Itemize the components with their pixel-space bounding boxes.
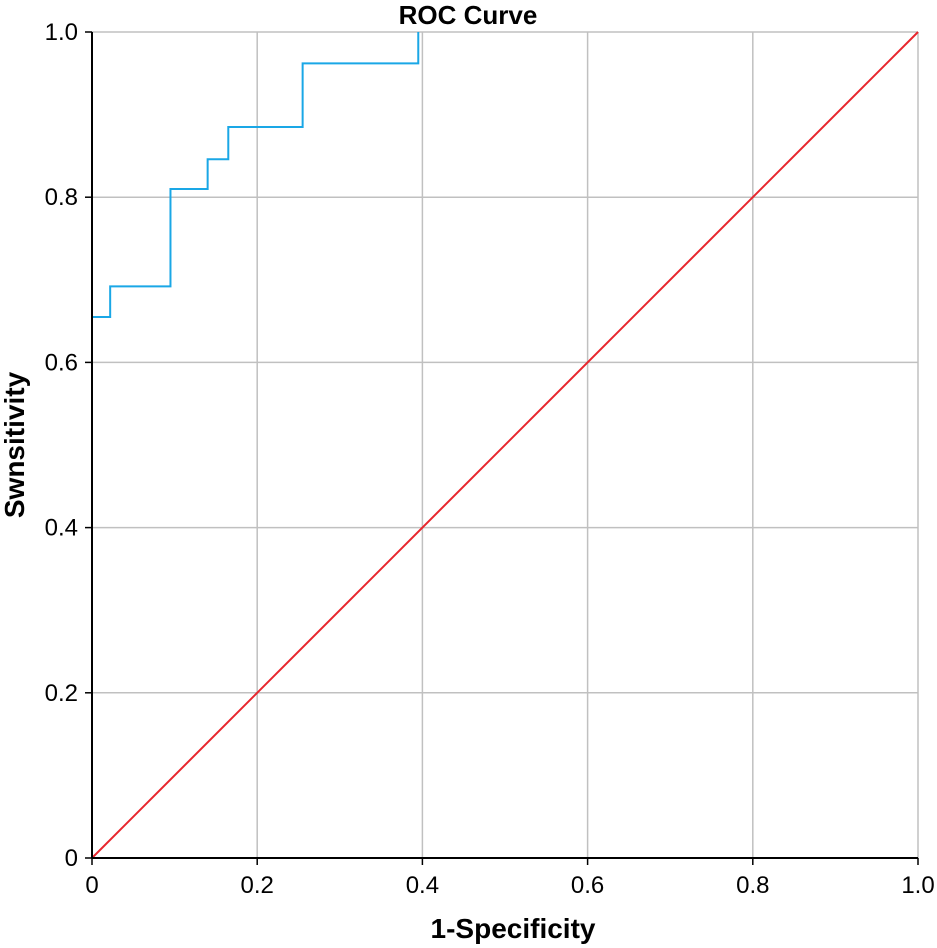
reference-diagonal-line <box>91 31 919 859</box>
x-tick-label-3: 0.6 <box>571 872 604 899</box>
x-tick-label-2: 0.4 <box>406 872 439 899</box>
y-tick-label-1: 0.2 <box>45 680 78 707</box>
series-layer <box>91 31 919 859</box>
x-tick-label-5: 1.0 <box>901 872 934 899</box>
chart-title: ROC Curve <box>399 0 538 30</box>
y-tick-label-2: 0.4 <box>45 515 78 542</box>
x-tick-label-0: 0 <box>85 872 98 899</box>
y-axis-label: Swnsitivity <box>0 371 30 518</box>
axes <box>85 31 919 865</box>
y-tick-label-5: 1.0 <box>45 19 78 46</box>
x-tick-label-1: 0.2 <box>241 872 274 899</box>
y-tick-label-3: 0.6 <box>45 349 78 376</box>
roc-curve-line <box>92 32 420 318</box>
x-axis-label: 1-Specificity <box>431 913 596 944</box>
tick-labels: 0 0.2 0.4 0.6 0.8 1.0 0 0.2 0.4 0.6 0.8 1.0 <box>45 19 935 899</box>
y-tick-label-4: 0.8 <box>45 184 78 211</box>
y-tick-label-0: 0 <box>65 845 78 872</box>
x-tick-label-4: 0.8 <box>736 872 769 899</box>
grid-lines <box>92 31 919 858</box>
